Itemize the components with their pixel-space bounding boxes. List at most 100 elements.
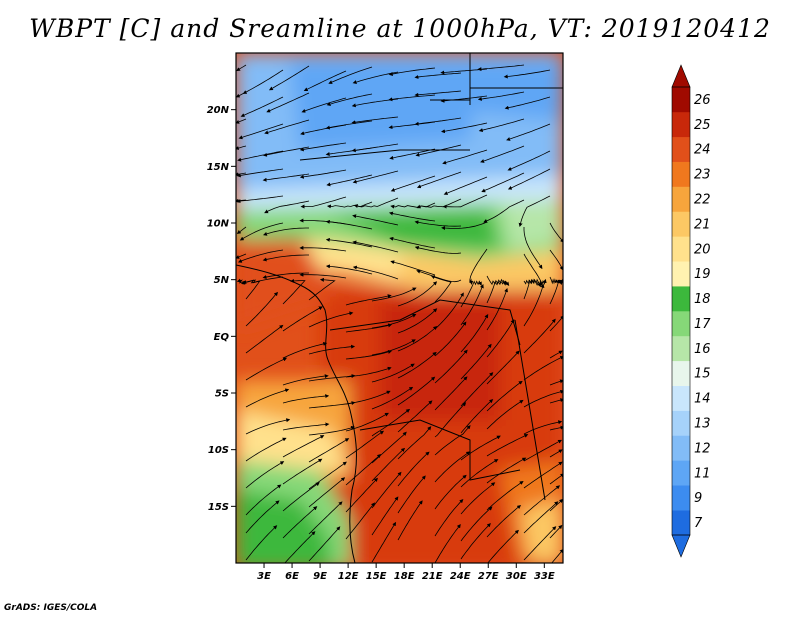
- colorbar-label: 11: [694, 466, 711, 481]
- lon-label: 21E: [422, 571, 443, 582]
- streamline: [245, 418, 291, 435]
- streamline: [523, 501, 559, 534]
- colorbar-swatch: [672, 410, 690, 436]
- colorbar-swatch: [672, 485, 690, 511]
- lon-label: 33E: [534, 571, 555, 582]
- streamline: [351, 143, 399, 153]
- streamline: [352, 214, 399, 226]
- streamline: [308, 438, 350, 463]
- streamline: [506, 123, 551, 141]
- lon-label: 12E: [338, 571, 359, 582]
- streamline: [416, 269, 462, 283]
- streamline: [523, 283, 545, 327]
- streamline: [549, 449, 563, 458]
- streamline: [486, 457, 527, 484]
- colorbar-label: 18: [694, 292, 711, 307]
- streamline: [523, 526, 557, 561]
- streamline: [414, 220, 462, 227]
- streamline: [434, 292, 464, 330]
- colorbar-label: 25: [694, 118, 711, 133]
- streamline: [328, 66, 373, 84]
- colorbar-swatch: [672, 261, 690, 287]
- streamline: [308, 344, 356, 355]
- streamline: [477, 91, 525, 101]
- streamline: [301, 97, 347, 113]
- lon-label: 6E: [285, 571, 299, 582]
- streamline: [282, 506, 318, 539]
- streamline: [264, 200, 310, 214]
- colorbar: 7 9 11 12 13 14 15 16 17 18 19 20 21 22 23 24 25 26: [671, 64, 711, 558]
- streamline: [460, 343, 492, 380]
- streamline: [282, 394, 330, 404]
- streamline: [460, 313, 489, 353]
- streamline: [441, 122, 488, 134]
- streamline: [430, 275, 452, 303]
- streamline: [523, 461, 563, 489]
- streamline: [549, 425, 563, 431]
- colorbar-label: 12: [694, 441, 711, 456]
- streamline: [352, 170, 399, 184]
- streamline: [486, 319, 515, 358]
- streamline: [308, 425, 356, 436]
- streamline: [523, 420, 563, 435]
- streamline: [266, 92, 310, 113]
- streamline: [549, 379, 563, 386]
- streamline: [236, 91, 247, 98]
- streamline: [390, 260, 436, 276]
- streamline: [460, 482, 496, 515]
- streamline: [486, 350, 520, 385]
- streamline: [299, 142, 347, 152]
- streamline: [486, 288, 508, 331]
- streamline: [460, 523, 491, 560]
- streamline: [371, 386, 414, 410]
- streamline: [345, 350, 393, 360]
- streamline: [434, 451, 471, 483]
- streamline: [282, 435, 325, 458]
- streamline: [486, 434, 529, 457]
- streamline: [236, 64, 247, 72]
- lon-label: 3E: [257, 571, 271, 582]
- streamline: [523, 356, 563, 381]
- streamline: [345, 366, 392, 378]
- streamline: [397, 451, 430, 487]
- streamline: [549, 398, 563, 404]
- streamline: [353, 197, 399, 208]
- streamline: [237, 150, 284, 162]
- streamline: [549, 473, 563, 485]
- lon-label: 24E: [450, 571, 471, 582]
- streamline: [507, 150, 551, 171]
- streamline: [245, 357, 288, 381]
- colorbar-swatch: [672, 286, 690, 312]
- streamline: [245, 500, 280, 534]
- streamline: [523, 227, 543, 270]
- lat-label: 5N: [214, 275, 230, 286]
- streamline: [523, 389, 563, 408]
- lat-label: 10S: [208, 445, 229, 456]
- streamline: [245, 461, 285, 489]
- streamline: [371, 521, 397, 563]
- streamline: [469, 248, 488, 285]
- streamline: [345, 294, 392, 306]
- streamline: [397, 351, 437, 379]
- streamline: [237, 249, 284, 263]
- streamline: [325, 264, 373, 275]
- streamline: [371, 287, 417, 302]
- streamline: [264, 119, 310, 135]
- streamline: [371, 339, 416, 356]
- streamline: [414, 90, 462, 97]
- streamline: [352, 240, 399, 253]
- colorbar-swatch: [672, 385, 690, 411]
- streamline: [325, 219, 373, 230]
- colorbar-swatch: [672, 435, 690, 461]
- colorbar-label: 22: [694, 193, 711, 208]
- lon-label: 18E: [394, 571, 415, 582]
- streamline: [434, 349, 468, 384]
- streamline: [523, 278, 541, 300]
- streamline: [549, 278, 563, 305]
- streamline: [245, 388, 290, 408]
- streamline: [397, 281, 438, 307]
- streamline: [388, 67, 436, 76]
- streamline: [481, 172, 525, 193]
- streamline: [262, 254, 309, 262]
- streamline: [236, 118, 247, 124]
